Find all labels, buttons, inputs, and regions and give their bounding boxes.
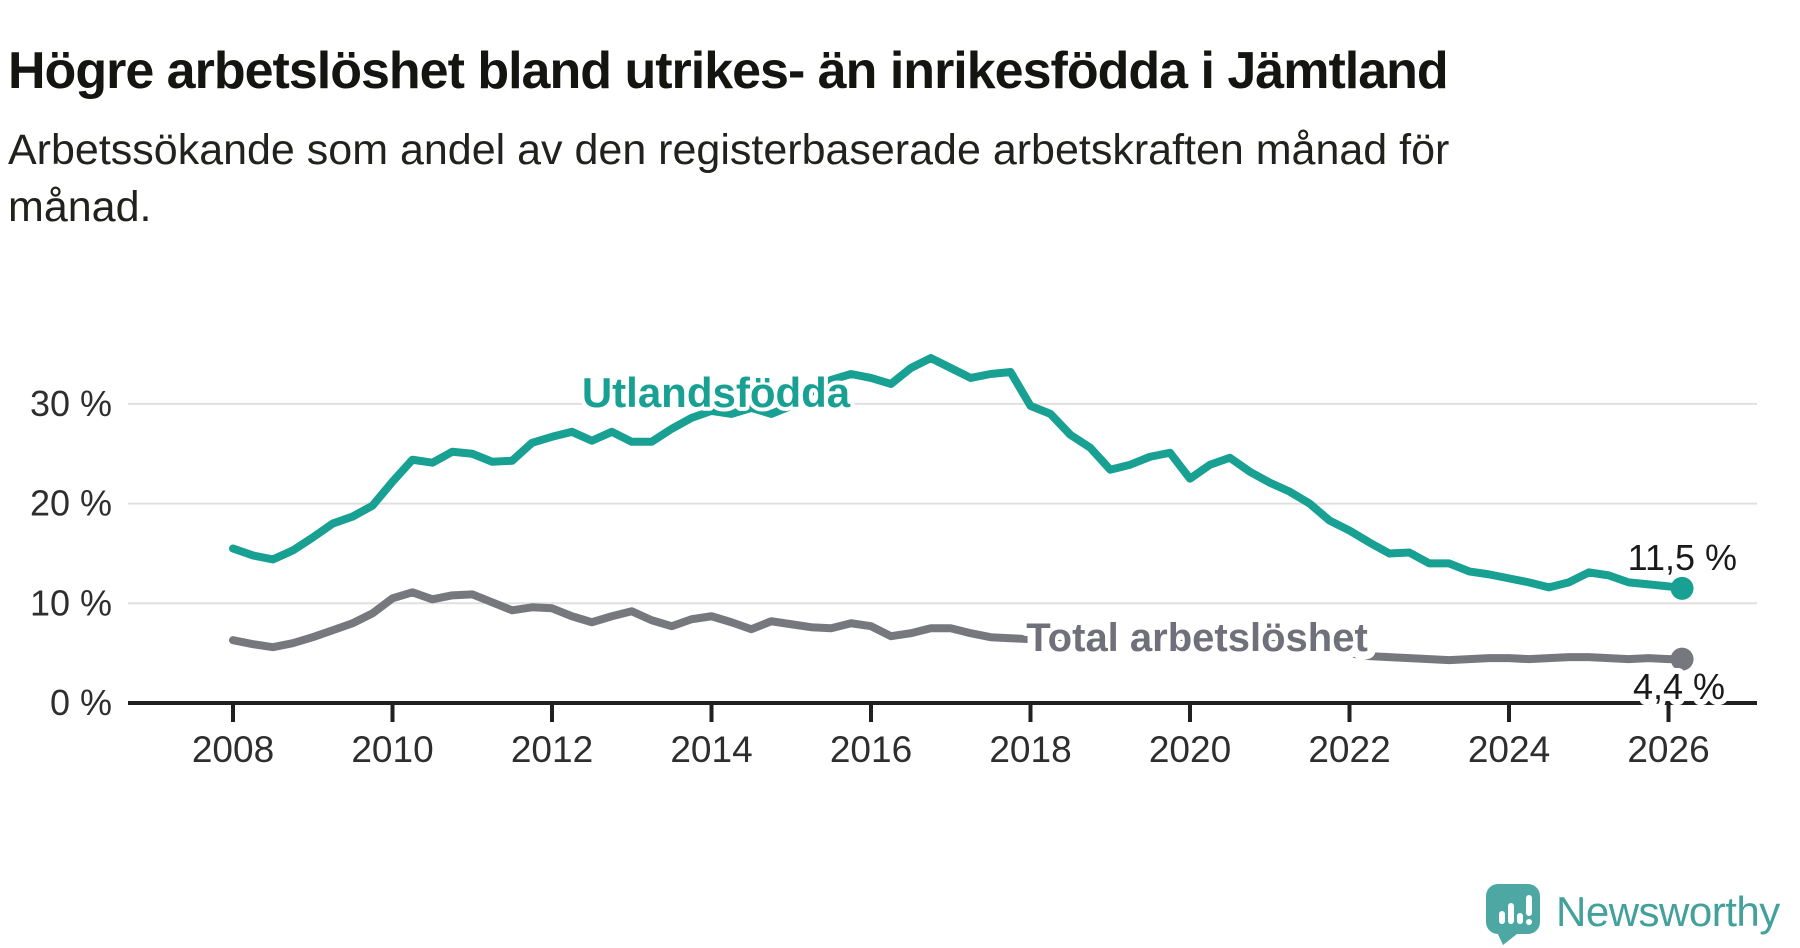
y-axis-label: 0 %	[50, 682, 112, 723]
x-axis-label: 2022	[1308, 729, 1390, 770]
series-line-utlandsfodda	[229, 354, 1687, 593]
series-end-dot	[1670, 576, 1694, 600]
x-axis-label: 2014	[670, 729, 752, 770]
series-label-utlandsfodda-halo: Utlandsfödda	[582, 369, 851, 416]
newsworthy-logo-icon	[1486, 884, 1540, 945]
chart-subtitle: Arbetssökande som andel av den registerb…	[8, 122, 1708, 236]
end-value-label: 4,4 %	[1633, 666, 1725, 707]
x-axis-label: 2008	[192, 729, 274, 770]
y-axis-label: 10 %	[30, 582, 112, 623]
series-label-total-arbetsloshet: Total arbetslöshet	[1026, 616, 1368, 660]
end-value-label: 11,5 %	[1628, 537, 1737, 578]
newsworthy-logo-text: Newsworthy	[1556, 888, 1780, 935]
y-axis-label: 30 %	[30, 383, 112, 424]
y-axis-label: 20 %	[30, 483, 112, 524]
x-axis-label: 2024	[1468, 729, 1550, 770]
x-axis-label: 2016	[830, 729, 912, 770]
x-axis-label: 2026	[1627, 729, 1709, 770]
end-value-label-halo: 11,5 %	[1628, 537, 1737, 578]
subtitle-line-2: månad.	[8, 183, 152, 232]
series-label-total-arbetsloshet-halo: Total arbetslöshet	[1026, 616, 1368, 660]
page-title: Högre arbetslöshet bland utrikes- än inr…	[8, 41, 1449, 100]
end-value-label-halo: 4,4 %	[1633, 666, 1725, 707]
x-axis-label: 2018	[989, 729, 1071, 770]
x-axis-label: 2012	[511, 729, 593, 770]
subtitle-line-1: Arbetssökande som andel av den registerb…	[8, 126, 1450, 174]
x-axis-label: 2020	[1149, 729, 1231, 770]
series-line-total-arbetsloshet	[229, 588, 1687, 665]
newsworthy-logo: Newsworthy	[1486, 884, 1780, 946]
series-end-dot	[1670, 647, 1694, 671]
x-axis-label: 2010	[351, 729, 433, 770]
series-label-utlandsfodda: Utlandsfödda	[582, 369, 851, 416]
